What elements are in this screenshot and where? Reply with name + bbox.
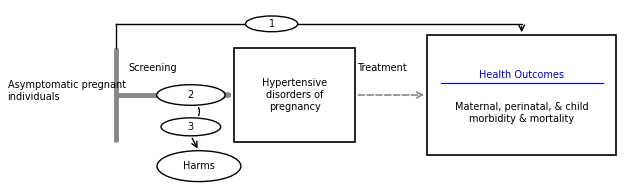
Text: Treatment: Treatment xyxy=(358,63,407,73)
Circle shape xyxy=(157,85,225,105)
FancyBboxPatch shape xyxy=(235,48,356,142)
Text: 1: 1 xyxy=(268,19,275,29)
Text: Hypertensive
disorders of
pregnancy: Hypertensive disorders of pregnancy xyxy=(262,78,328,112)
Text: Asymptomatic pregnant
individuals: Asymptomatic pregnant individuals xyxy=(7,80,125,102)
Text: Maternal, perinatal, & child
morbidity & mortality: Maternal, perinatal, & child morbidity &… xyxy=(455,102,588,124)
Text: 2: 2 xyxy=(188,90,194,100)
Circle shape xyxy=(245,16,298,32)
Text: Screening: Screening xyxy=(128,63,177,73)
Text: Health Outcomes: Health Outcomes xyxy=(479,70,564,80)
Text: 3: 3 xyxy=(188,122,194,132)
Text: Harms: Harms xyxy=(183,161,215,171)
FancyBboxPatch shape xyxy=(427,35,617,155)
Ellipse shape xyxy=(157,151,241,182)
Circle shape xyxy=(161,118,221,136)
